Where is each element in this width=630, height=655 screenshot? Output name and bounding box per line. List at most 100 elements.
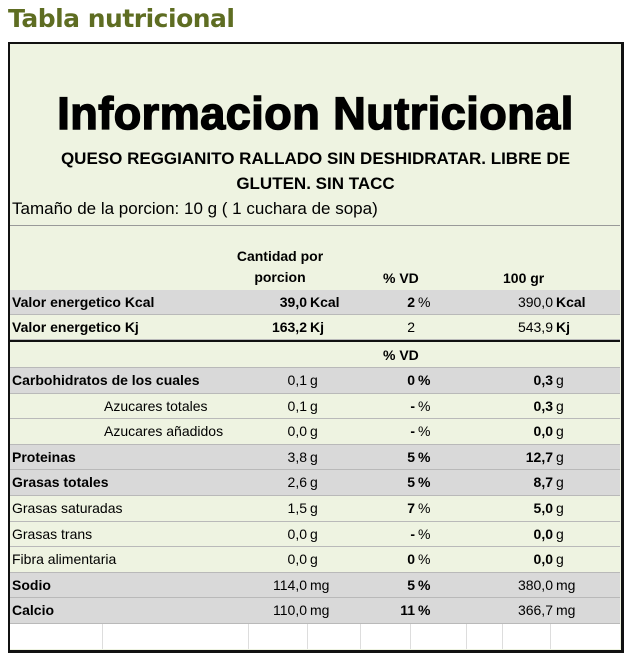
amount-value: 0,0	[287, 525, 307, 542]
per100-value: 390,0	[517, 294, 553, 310]
table-row: Grasas saturadas 1,5 g 7% 5,0 g	[10, 496, 620, 522]
amount-unit: g	[310, 372, 318, 388]
vd-value: 0	[407, 372, 415, 388]
per100-unit: mg	[556, 576, 576, 593]
vd-value: 2	[407, 294, 415, 310]
header-vd: % VD	[383, 270, 419, 286]
vd-value: -	[410, 397, 415, 414]
row-label: Grasas saturadas	[12, 500, 123, 516]
per100-unit: g	[556, 474, 564, 491]
per100-unit: Kcal	[556, 294, 586, 310]
amount-value: 114,0	[273, 576, 307, 593]
thick-divider	[10, 340, 620, 342]
amount-unit: g	[310, 551, 318, 568]
header-amount-line2: porcion	[254, 269, 306, 285]
vd-unit: %	[418, 423, 431, 440]
amount-value: 3,8	[287, 448, 307, 465]
amount-unit: g	[310, 423, 318, 440]
amount-unit: Kj	[310, 319, 324, 335]
table-row: Azucares totales 0,1 g -% 0,3 g	[10, 394, 620, 420]
row-label: Proteinas	[12, 448, 76, 465]
subheader-vd: % VD	[383, 347, 419, 363]
row-label: Calcio	[12, 602, 55, 619]
per100-unit: g	[556, 448, 564, 465]
vd-unit: %	[418, 474, 431, 491]
page-title: Tabla nutricional	[8, 4, 235, 33]
amount-unit: mg	[310, 576, 330, 593]
product-name-line1: QUESO REGGIANITO RALLADO SIN DESHIDRATAR…	[60, 149, 571, 168]
row-label: Sodio	[12, 576, 51, 593]
per100-unit: Kj	[556, 319, 570, 335]
table-row: Grasas trans 0,0 g -% 0,0 g	[10, 522, 620, 548]
row-label: Grasas trans	[12, 525, 93, 542]
amount-value: 163,2	[271, 319, 307, 335]
vd-unit: %	[418, 525, 431, 542]
amount-unit: g	[310, 474, 318, 491]
vd-unit: %	[418, 372, 431, 388]
amount-value: 1,5	[287, 500, 307, 516]
row-label: Valor energetico Kj	[12, 319, 139, 335]
vd-subheader-row: % VD	[10, 343, 620, 368]
per100-value: 0,0	[533, 551, 553, 568]
per100-value: 0,3	[533, 397, 553, 414]
row-label: Azucares totales	[104, 397, 208, 414]
amount-value: 110,0	[273, 602, 307, 619]
table-row: Sodio 114,0 mg 5% 380,0 mg	[10, 572, 620, 599]
vd-value: 0	[407, 551, 415, 568]
amount-unit: g	[310, 397, 318, 414]
per100-value: 0,3	[533, 372, 553, 388]
vd-value: 11	[400, 602, 415, 619]
amount-unit: g	[310, 500, 318, 516]
vd-unit: %	[418, 448, 431, 465]
amount-value: 39,0	[279, 294, 307, 310]
table-row: Azucares añadidos 0,0 g -% 0,0 g	[10, 419, 620, 445]
vd-value: -	[410, 525, 415, 542]
amount-value: 0,0	[287, 551, 307, 568]
amount-unit: g	[310, 525, 318, 542]
per100-value: 366,7	[517, 602, 553, 619]
per100-value: 0,0	[533, 525, 553, 542]
per100-unit: g	[556, 372, 564, 388]
per100-value: 5,0	[533, 500, 553, 516]
per100-unit: g	[556, 397, 564, 414]
per100-unit: g	[556, 500, 564, 516]
serving-size: Tamaño de la porcion: 10 g ( 1 cuchara d…	[12, 199, 378, 218]
table-row: Fibra alimentaria 0,0 g 0% 0,0 g	[10, 547, 620, 573]
per100-value: 12,7	[525, 448, 553, 465]
per100-unit: g	[556, 423, 564, 440]
per100-unit: g	[556, 551, 564, 568]
header-per100: 100 gr	[503, 270, 545, 286]
table-row: Valor energetico Kj 163,2 Kj 2 543,9 Kj	[10, 315, 620, 340]
per100-value: 8,7	[533, 474, 553, 491]
amount-unit: g	[310, 448, 318, 465]
row-label: Valor energetico Kcal	[12, 294, 155, 310]
product-name: QUESO REGGIANITO RALLADO SIN DESHIDRATAR…	[10, 146, 621, 196]
vd-unit: %	[418, 294, 431, 310]
vd-value: 5	[407, 576, 415, 593]
row-label: Carbohidratos de los cuales	[12, 372, 200, 388]
header-amount-line1: Cantidad por	[236, 248, 324, 264]
amount-unit: mg	[310, 602, 330, 619]
nutrition-table: Informacion Nutricional QUESO REGGIANITO…	[8, 42, 624, 653]
table-row: Proteinas 3,8 g 5% 12,7 g	[10, 444, 620, 471]
empty-row	[10, 624, 620, 649]
amount-unit: Kcal	[310, 294, 340, 310]
vd-unit: %	[418, 576, 431, 593]
vd-unit: %	[418, 551, 431, 568]
amount-value: 0,1	[287, 372, 307, 388]
vd-value: 5	[407, 448, 415, 465]
vd-value: 5	[407, 474, 415, 491]
vd-value: -	[410, 423, 415, 440]
nutrition-heading: Informacion Nutricional	[56, 87, 574, 140]
amount-value: 0,0	[287, 423, 307, 440]
divider	[10, 225, 620, 226]
table-row: Calcio 110,0 mg 11% 366,7 mg	[10, 598, 620, 624]
per100-value: 380,0	[517, 576, 553, 593]
per100-value: 0,0	[533, 423, 553, 440]
row-label: Fibra alimentaria	[12, 551, 117, 568]
vd-value: 2	[407, 319, 415, 335]
vd-value: 7	[407, 500, 415, 516]
vd-unit: %	[418, 500, 431, 516]
per100-unit: mg	[556, 602, 576, 619]
vd-unit: %	[418, 602, 431, 619]
